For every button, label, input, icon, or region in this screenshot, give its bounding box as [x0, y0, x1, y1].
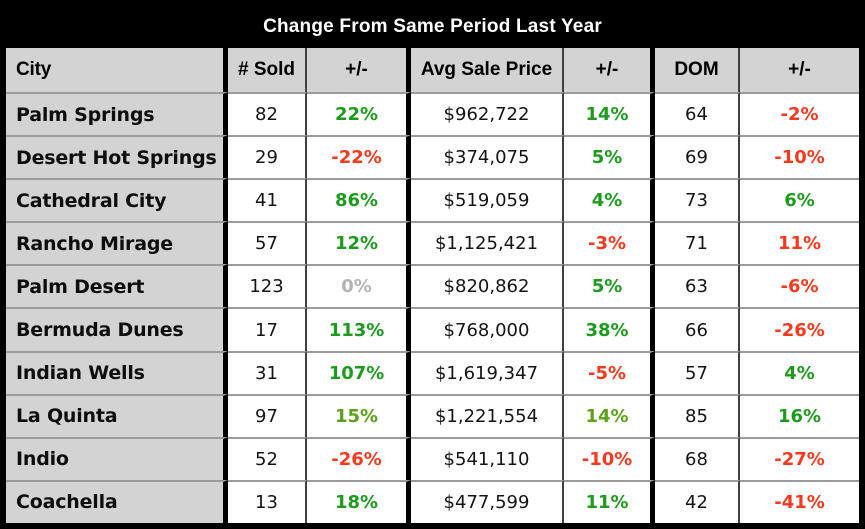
dom-change-cell: -26%: [740, 307, 859, 350]
sold-change-cell: 15%: [307, 393, 411, 437]
sold-cell: 29: [228, 135, 307, 179]
column-header-dom: DOM: [655, 48, 740, 92]
sold-cell: 123: [228, 264, 307, 308]
dom-change-cell: -6%: [740, 264, 859, 307]
stats-table: City # Sold +/- Avg Sale Price +/- DOM +…: [6, 48, 859, 523]
dom-change-cell: 11%: [740, 221, 859, 264]
sold-change-cell: -26%: [307, 436, 411, 480]
city-cell: Rancho Mirage: [6, 221, 228, 265]
price-cell: $1,125,421: [411, 221, 564, 265]
price-change-cell: 38%: [564, 307, 655, 351]
price-cell: $477,599: [411, 479, 564, 523]
column-header-price-change: +/-: [564, 48, 655, 92]
city-cell: Palm Desert: [6, 264, 228, 308]
price-cell: $768,000: [411, 307, 564, 351]
city-cell: Coachella: [6, 479, 228, 523]
dom-cell: 42: [655, 479, 740, 523]
city-cell: Bermuda Dunes: [6, 307, 228, 351]
dom-change-cell: 4%: [740, 350, 859, 394]
city-cell: Cathedral City: [6, 178, 228, 222]
column-header-dom-change: +/-: [740, 48, 859, 92]
sold-change-cell: -22%: [307, 135, 411, 179]
column-header-sold-change: +/-: [307, 48, 411, 92]
dom-cell: 71: [655, 221, 740, 265]
sold-cell: 97: [228, 393, 307, 437]
sold-change-cell: 86%: [307, 178, 411, 222]
sold-change-cell: 107%: [307, 350, 411, 394]
sold-change-cell: 22%: [307, 92, 411, 136]
price-change-cell: 11%: [564, 479, 655, 523]
sold-cell: 13: [228, 479, 307, 523]
price-change-cell: 5%: [564, 135, 655, 179]
price-cell: $541,110: [411, 436, 564, 480]
dom-change-cell: -27%: [740, 436, 859, 480]
column-header-sold: # Sold: [228, 48, 307, 92]
price-change-cell: 5%: [564, 264, 655, 308]
dom-cell: 63: [655, 264, 740, 308]
column-header-avg-sale-price: Avg Sale Price: [411, 48, 564, 92]
city-cell: Indio: [6, 436, 228, 480]
sold-cell: 17: [228, 307, 307, 351]
sold-change-cell: 18%: [307, 479, 411, 523]
sold-cell: 82: [228, 92, 307, 136]
dom-cell: 57: [655, 350, 740, 394]
price-cell: $1,221,554: [411, 393, 564, 437]
city-cell: Desert Hot Springs: [6, 135, 228, 179]
dom-change-cell: 6%: [740, 178, 859, 221]
dom-cell: 68: [655, 436, 740, 480]
price-change-cell: -10%: [564, 436, 655, 480]
column-header-city: City: [6, 48, 228, 92]
price-change-cell: 4%: [564, 178, 655, 222]
dom-cell: 73: [655, 178, 740, 222]
sold-change-cell: 113%: [307, 307, 411, 351]
dom-change-cell: -2%: [740, 92, 859, 135]
dom-cell: 69: [655, 135, 740, 179]
sold-cell: 52: [228, 436, 307, 480]
price-change-cell: -5%: [564, 350, 655, 394]
price-change-cell: 14%: [564, 92, 655, 136]
price-cell: $962,722: [411, 92, 564, 136]
dom-change-cell: -41%: [740, 479, 859, 523]
dom-cell: 85: [655, 393, 740, 437]
price-cell: $374,075: [411, 135, 564, 179]
sold-change-cell: 12%: [307, 221, 411, 265]
price-cell: $1,619,347: [411, 350, 564, 394]
sold-cell: 31: [228, 350, 307, 394]
dom-change-cell: -10%: [740, 135, 859, 178]
dom-cell: 64: [655, 92, 740, 136]
dom-change-cell: 16%: [740, 393, 859, 437]
price-change-cell: -3%: [564, 221, 655, 265]
city-cell: Indian Wells: [6, 350, 228, 394]
city-cell: La Quinta: [6, 393, 228, 437]
price-cell: $820,862: [411, 264, 564, 308]
price-cell: $519,059: [411, 178, 564, 222]
price-change-cell: 14%: [564, 393, 655, 437]
dom-cell: 66: [655, 307, 740, 351]
sold-cell: 41: [228, 178, 307, 222]
city-cell: Palm Springs: [6, 92, 228, 136]
sold-cell: 57: [228, 221, 307, 265]
sold-change-cell: 0%: [307, 264, 411, 308]
table-title: Change From Same Period Last Year: [6, 6, 859, 48]
